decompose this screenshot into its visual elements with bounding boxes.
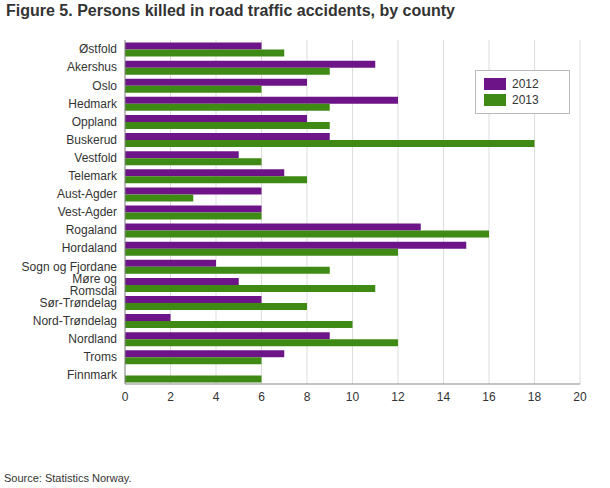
svg-text:Nordland: Nordland (68, 332, 117, 346)
svg-text:Sogn og Fjordane: Sogn og Fjordane (21, 259, 117, 274)
html-text:2012: 2012 (512, 77, 539, 91)
svg-text:8: 8 (304, 390, 311, 404)
svg-text:Vestfold: Vestfold (74, 151, 117, 165)
svg-text:2: 2 (167, 390, 174, 404)
html-text:Figure 5. Persons killed in ro: Figure 5. Persons killed in road traffic… (6, 2, 455, 19)
svg-text:Telemark: Telemark (68, 169, 118, 183)
svg-text:Møre ogRomsdal: Møre ogRomsdal (70, 272, 117, 298)
svg-text:Aust-Agder: Aust-Agder (57, 187, 117, 201)
svg-text:Buskerud: Buskerud (66, 133, 117, 147)
html-text:Source: Statistics Norway.: Source: Statistics Norway. (4, 472, 132, 484)
svg-text:18: 18 (528, 390, 542, 404)
svg-text:Rogaland: Rogaland (66, 223, 117, 237)
svg-text:6: 6 (258, 390, 265, 404)
svg-text:Oslo: Oslo (92, 79, 117, 93)
svg-text:Sør-Trøndelag: Sør-Trøndelag (39, 296, 117, 310)
svg-text:Hordaland: Hordaland (62, 241, 117, 255)
svg-text:Hedmark: Hedmark (68, 97, 118, 111)
svg-text:16: 16 (482, 390, 496, 404)
html-text:2013: 2013 (512, 93, 539, 107)
svg-text:10: 10 (346, 390, 360, 404)
svg-text:Finnmark: Finnmark (67, 368, 118, 382)
svg-text:0: 0 (122, 390, 129, 404)
svg-text:Nord-Trøndelag: Nord-Trøndelag (33, 314, 117, 328)
svg-text:Østfold: Østfold (79, 42, 117, 56)
svg-text:20: 20 (573, 390, 587, 404)
svg-text:Vest-Agder: Vest-Agder (58, 205, 117, 219)
svg-text:12: 12 (391, 390, 405, 404)
svg-text:Troms: Troms (83, 350, 117, 364)
svg-text:14: 14 (437, 390, 451, 404)
svg-text:Akershus: Akershus (67, 60, 117, 74)
svg-text:Oppland: Oppland (72, 115, 117, 129)
svg-text:4: 4 (213, 390, 220, 404)
